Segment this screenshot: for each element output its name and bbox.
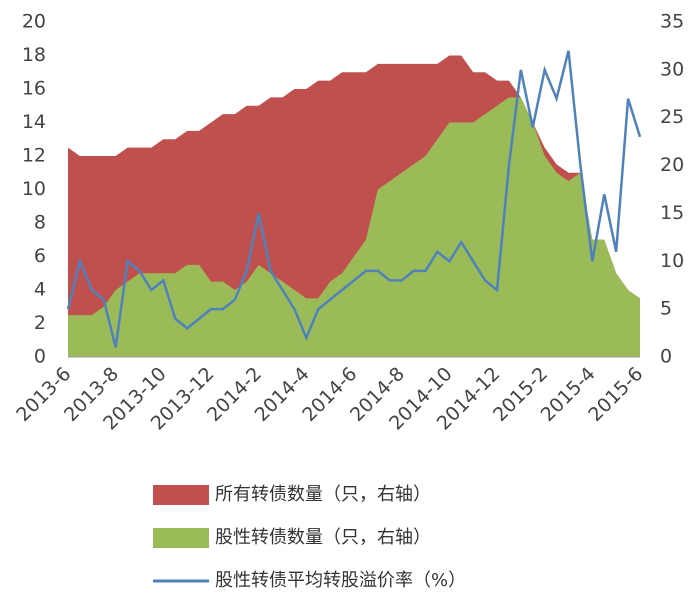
y-tick-label: 18 (22, 44, 46, 66)
y2-tick-label: 10 (660, 250, 684, 272)
y-tick-label: 8 (34, 212, 46, 234)
line (66, 50, 642, 348)
legend-label: 股性转债平均转股溢价率（%） (215, 570, 466, 591)
y2-tick-label: 30 (660, 58, 684, 80)
area (68, 97, 640, 357)
y2-tick-label: 15 (660, 202, 684, 224)
legend-swatch (153, 485, 209, 505)
y2-tick-label: 20 (660, 154, 684, 176)
y2-tick-label: 5 (660, 298, 672, 320)
y-tick-label: 20 (22, 11, 46, 33)
y-tick-label: 6 (34, 245, 46, 267)
legend-label: 股性转债数量（只，右轴） (215, 527, 431, 548)
y2-tick-label: 25 (660, 106, 684, 128)
y-tick-label: 0 (34, 346, 46, 368)
y-tick-label: 12 (22, 145, 46, 167)
y-tick-label: 16 (22, 78, 46, 100)
y-tick-label: 4 (34, 279, 46, 301)
y2-tick-label: 35 (660, 11, 684, 33)
y2-tick-label: 0 (660, 346, 672, 368)
legend-label: 所有转债数量（只，右轴） (215, 484, 431, 505)
legend-swatch (153, 528, 209, 548)
x-tick-label: 2015-6 (584, 363, 647, 426)
y-tick-label: 14 (22, 111, 46, 133)
y-tick-label: 10 (22, 178, 46, 200)
y-tick-label: 2 (34, 312, 46, 334)
